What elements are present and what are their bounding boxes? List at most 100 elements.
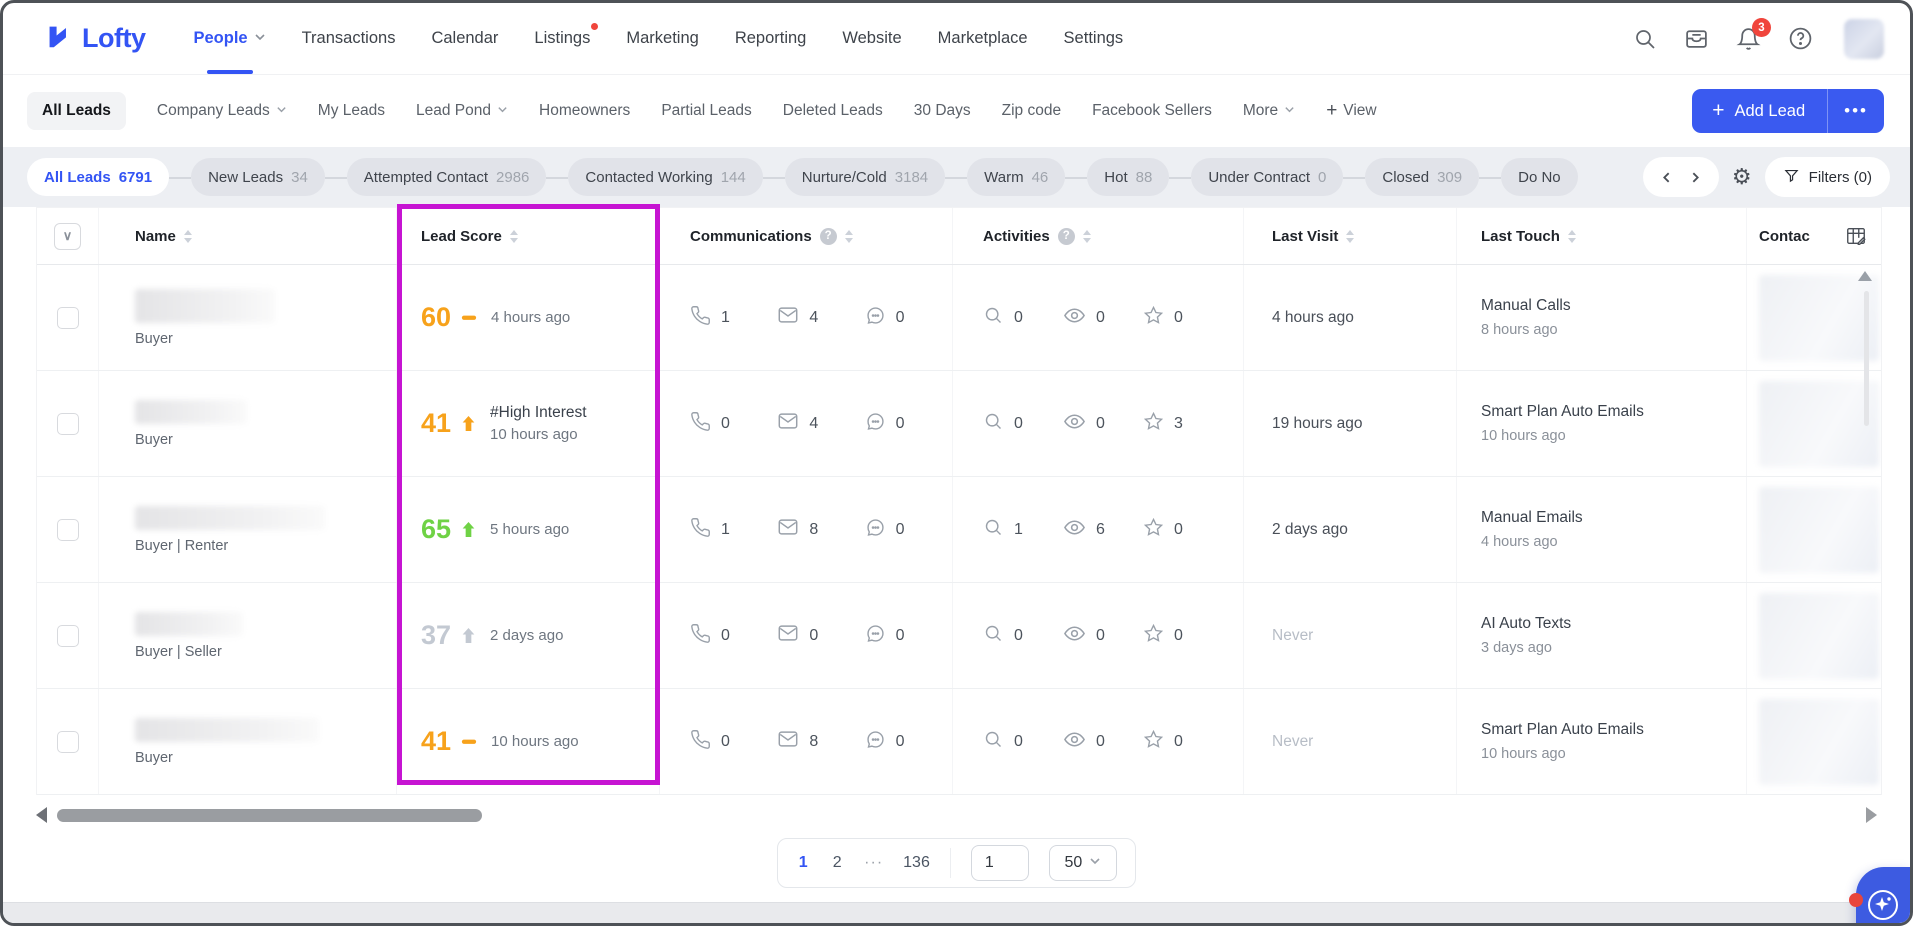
stage-all-leads[interactable]: All Leads 6791 — [27, 158, 192, 196]
stage-do-not[interactable]: Do No — [1501, 158, 1578, 196]
nav-people[interactable]: People — [193, 3, 265, 74]
gear-icon[interactable]: ⚙ — [1731, 164, 1752, 189]
stage-hot[interactable]: Hot 88 — [1087, 158, 1192, 196]
table-vertical-scrollbar[interactable] — [1864, 291, 1869, 426]
page-jump-input[interactable] — [970, 845, 1029, 881]
inbox-icon[interactable] — [1684, 26, 1709, 51]
avatar[interactable] — [1844, 18, 1884, 59]
column-header-last-visit[interactable]: Last Visit — [1244, 208, 1457, 264]
nav-website[interactable]: Website — [842, 3, 901, 74]
select-all-checkbox[interactable]: ∨ — [54, 222, 81, 250]
stage-warm[interactable]: Warm 46 — [967, 158, 1088, 196]
score-trend-flat-icon — [460, 732, 478, 751]
add-lead-button[interactable]: + Add Lead — [1692, 89, 1827, 133]
filters-label: Filters (0) — [1808, 168, 1872, 186]
search-icon[interactable] — [1633, 27, 1657, 51]
column-header-activities[interactable]: Activities ? — [953, 208, 1244, 264]
nav-marketplace[interactable]: Marketplace — [938, 3, 1028, 74]
favorites-count: 0 — [1174, 520, 1183, 538]
search-icon — [983, 305, 1004, 331]
nav-reporting[interactable]: Reporting — [735, 3, 807, 74]
column-header-lead-score[interactable]: Lead Score — [397, 208, 660, 264]
table-scroll-up-arrow[interactable] — [1858, 271, 1872, 281]
scroll-left-arrow[interactable] — [36, 807, 47, 823]
view-tab-my-leads[interactable]: My Leads — [318, 102, 385, 120]
help-tooltip-icon[interactable]: ? — [1057, 227, 1075, 245]
lofty-logo[interactable]: Lofty — [43, 21, 146, 56]
view-tab-partial-leads[interactable]: Partial Leads — [661, 102, 751, 120]
last-visit-value: 4 hours ago — [1272, 308, 1354, 326]
table-row[interactable]: Buyer 60 4 hours ago 1 — [37, 265, 1881, 371]
page-1-button[interactable]: 1 — [798, 854, 808, 871]
stage-under-contract[interactable]: Under Contract 0 — [1191, 158, 1366, 196]
bell-icon[interactable]: 3 — [1736, 18, 1771, 51]
view-tab-deleted-leads[interactable]: Deleted Leads — [783, 102, 883, 120]
ai-assistant-icon[interactable] — [1866, 888, 1900, 922]
plus-icon: + — [1326, 100, 1338, 121]
table-row[interactable]: Buyer 41 10 hours ago 0 — [37, 689, 1881, 795]
row-checkbox[interactable] — [56, 730, 79, 753]
view-label: View — [1343, 102, 1377, 119]
mail-icon — [777, 516, 799, 543]
view-tab-all-leads[interactable]: All Leads — [27, 92, 126, 130]
stage-contacted-working[interactable]: Contacted Working 144 — [568, 158, 786, 196]
row-checkbox[interactable] — [56, 306, 79, 329]
edit-columns-icon[interactable] — [1845, 225, 1867, 247]
help-tooltip-icon[interactable]: ? — [819, 227, 837, 245]
view-label: Homeowners — [539, 102, 631, 119]
chat-bubble-icon — [865, 411, 886, 437]
nav-calendar[interactable]: Calendar — [431, 3, 498, 74]
nav-listings[interactable]: Listings — [534, 3, 599, 74]
row-checkbox[interactable] — [56, 624, 79, 647]
emails-stat: 8 — [777, 516, 864, 543]
nav-transactions[interactable]: Transactions — [302, 3, 396, 74]
name-cell: Buyer — [99, 371, 397, 476]
page-size-select[interactable]: 50 — [1048, 845, 1117, 881]
page-2-button[interactable]: 2 — [832, 854, 842, 871]
table-row[interactable]: Buyer | Renter 65 5 hours ago 1 — [37, 477, 1881, 583]
scroll-right-arrow[interactable] — [1866, 807, 1877, 823]
contact-cell — [1747, 583, 1881, 688]
row-checkbox[interactable] — [56, 412, 79, 435]
stage-attempted-contact[interactable]: Attempted Contact 2986 — [346, 158, 568, 196]
last-page-button[interactable]: 136 — [903, 854, 930, 871]
column-header-last-touch[interactable]: Last Touch — [1457, 208, 1747, 264]
row-checkbox[interactable] — [56, 518, 79, 541]
view-tab-zip-code[interactable]: Zip code — [1002, 102, 1061, 120]
scrollbar-thumb[interactable] — [57, 808, 482, 822]
filters-button[interactable]: Filters (0) — [1764, 157, 1890, 197]
lead-score-cell: 37 2 days ago — [397, 583, 660, 688]
chevron-right-icon[interactable] — [1689, 171, 1702, 184]
lead-type-label: Buyer — [135, 330, 173, 347]
phone-icon — [690, 305, 711, 331]
help-icon[interactable] — [1788, 26, 1813, 51]
view-tab-homeowners[interactable]: Homeowners — [539, 102, 630, 120]
favorites-stat: 0 — [1143, 729, 1223, 755]
stage-nurture-cold[interactable]: Nurture/Cold 3184 — [784, 158, 968, 196]
name-cell: Buyer — [99, 265, 397, 370]
view-tab-company-leads[interactable]: Company Leads — [157, 102, 287, 120]
stage-count: 34 — [291, 168, 308, 186]
nav-settings[interactable]: Settings — [1064, 3, 1124, 74]
column-header-contact[interactable]: Contac — [1747, 208, 1881, 264]
stage-label: New Leads — [208, 168, 284, 186]
column-header-communications[interactable]: Communications ? — [660, 208, 953, 264]
lead-name-redacted — [135, 505, 325, 530]
last-visit-cell: 4 hours ago — [1244, 265, 1457, 370]
view-label: All Leads — [42, 102, 111, 119]
nav-marketing[interactable]: Marketing — [626, 3, 698, 74]
column-header-name[interactable]: Name — [99, 208, 397, 264]
stage-closed[interactable]: Closed 309 — [1365, 158, 1501, 196]
column-label: Last Touch — [1481, 227, 1560, 245]
view-tab-30-days[interactable]: 30 Days — [914, 102, 971, 120]
add-view-button[interactable]: + View — [1326, 100, 1376, 122]
chevron-left-icon[interactable] — [1660, 171, 1673, 184]
view-tab-facebook-sellers[interactable]: Facebook Sellers — [1092, 102, 1212, 120]
view-tab-lead-pond[interactable]: Lead Pond — [416, 102, 508, 120]
stage-new-leads[interactable]: New Leads 34 — [191, 158, 347, 196]
table-row[interactable]: Buyer 41 #High Interest 10 hours ago 0 — [37, 371, 1881, 477]
add-lead-more-button[interactable]: ••• — [1827, 89, 1884, 133]
table-row[interactable]: Buyer | Seller 37 2 days ago 0 — [37, 583, 1881, 689]
chat-bubble-icon — [865, 305, 886, 331]
view-tab-more[interactable]: More — [1243, 102, 1295, 120]
